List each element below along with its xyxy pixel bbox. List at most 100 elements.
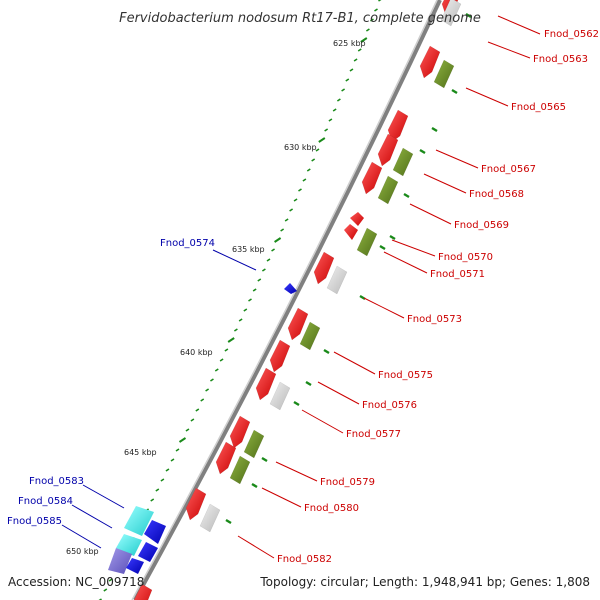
tick-mark [280, 228, 285, 232]
feature-fnod-0573[interactable] [313, 251, 335, 285]
tick-mark [311, 158, 316, 162]
feature-fnod-0569-rrna[interactable] [377, 175, 399, 205]
tick-mark [349, 68, 354, 72]
tick-mark [219, 358, 224, 362]
tick-mark [205, 388, 210, 392]
tick-mark [175, 448, 180, 452]
genome-backbone [133, 0, 442, 600]
tick-mark [178, 437, 187, 443]
gene-label-fnod-0563[interactable]: Fnod_0563 [533, 54, 588, 65]
gene-label-fnod-0568[interactable]: Fnod_0568 [469, 189, 524, 200]
tick-mark [252, 288, 257, 292]
feature-fnod-0585b[interactable] [126, 558, 144, 574]
tick-label-650: 650 kbp [66, 547, 99, 556]
map-title: Fervidobacterium nodosum Rt17-B1, comple… [119, 11, 481, 26]
gene-label-fnod-0570[interactable]: Fnod_0570 [438, 252, 493, 263]
gene-tick [305, 380, 312, 387]
tick-mark [210, 378, 214, 382]
tick-marks [98, 0, 382, 600]
tick-mark [150, 498, 155, 502]
gene-leader-line [487, 41, 531, 59]
tick-mark [257, 278, 262, 282]
gene-label-fnod-0577[interactable]: Fnod_0577 [346, 429, 401, 440]
accession-label: Accession: NC_009718 [8, 575, 145, 589]
gene-tick [323, 348, 330, 355]
tick-mark [190, 418, 195, 422]
feature-fnod-0567b[interactable] [377, 133, 399, 167]
genome-backbone-highlight [131, 0, 438, 600]
feature-fnod-0577[interactable] [255, 367, 277, 401]
gene-label-fnod-0571[interactable]: Fnod_0571 [430, 269, 485, 280]
feature-fnod-0571[interactable] [356, 227, 378, 257]
gene-label-fnod-0567[interactable]: Fnod_0567 [481, 164, 536, 175]
label-leaders [61, 15, 541, 559]
tick-mark [160, 478, 165, 482]
gene-label-fnod-0576[interactable]: Fnod_0576 [362, 400, 417, 411]
feature-fnod-0570b[interactable] [344, 224, 358, 240]
gene-label-fnod-0573[interactable]: Fnod_0573 [407, 314, 462, 325]
tick-mark [341, 88, 346, 92]
gene-leader-line [261, 487, 302, 508]
feature-bottom-partial[interactable] [132, 583, 153, 600]
tick-mark [357, 48, 362, 52]
feature-fnod-0576[interactable] [269, 339, 291, 373]
gene-tick [251, 482, 258, 489]
gene-leader-line [333, 351, 376, 375]
tick-label-645: 645 kbp [124, 448, 157, 457]
feature-fnod-0582[interactable] [185, 487, 207, 521]
tick-mark [370, 18, 374, 22]
tick-mark [195, 408, 200, 412]
gene-label-fnod-0583[interactable]: Fnod_0583 [29, 476, 84, 487]
feature-fnod-0583[interactable] [124, 506, 154, 536]
feature-fnod-0565[interactable] [419, 45, 441, 79]
feature-fnod-0570[interactable] [350, 212, 364, 226]
gene-leader-line [275, 461, 318, 482]
feature-fnod-0565-rrna[interactable] [433, 59, 455, 89]
gene-label-fnod-0574[interactable]: Fnod_0574 [160, 238, 215, 249]
gene-tick [403, 192, 410, 199]
tick-mark [185, 428, 190, 432]
tick-mark [289, 208, 294, 212]
gene-leader-line [465, 87, 509, 107]
tick-label-630: 630 kbp [284, 143, 317, 152]
tick-mark [306, 168, 311, 172]
tick-mark [328, 118, 333, 122]
gene-label-fnod-0575[interactable]: Fnod_0575 [378, 370, 433, 381]
gene-tick [419, 148, 426, 155]
feature-fnod-0583b[interactable] [144, 520, 166, 544]
gene-leader-line [82, 484, 125, 509]
gene-label-fnod-0579[interactable]: Fnod_0579 [320, 477, 375, 488]
gene-label-fnod-0565[interactable]: Fnod_0565 [511, 102, 566, 113]
feature-fnod-0585[interactable] [108, 548, 132, 574]
gene-label-fnod-0585[interactable]: Fnod_0585 [7, 516, 62, 527]
feature-fnod-0575-rrna[interactable] [299, 321, 321, 351]
feature-fnod-0580-rrna[interactable] [229, 455, 251, 485]
gene-tick [261, 456, 268, 463]
gene-leader-line [423, 173, 467, 194]
gene-leader-line [301, 409, 344, 434]
feature-fnod-0573-grey[interactable] [326, 265, 348, 295]
gene-label-fnod-0569[interactable]: Fnod_0569 [454, 220, 509, 231]
feature-fnod-0584b[interactable] [138, 542, 158, 562]
feature-fnod-0574[interactable] [284, 283, 297, 294]
gene-tick [389, 234, 396, 241]
feature-fnod-0569[interactable] [361, 161, 383, 195]
gene-tick [451, 88, 458, 95]
tick-mark [243, 308, 248, 312]
tick-mark [155, 488, 160, 492]
feature-fnod-0577-grey[interactable] [269, 381, 291, 411]
gene-label-fnod-0562[interactable]: Fnod_0562 [544, 29, 599, 40]
feature-fnod-0579-rrna[interactable] [243, 429, 265, 459]
feature-fnod-0575[interactable] [287, 307, 309, 341]
feature-fnod-0580[interactable] [215, 441, 237, 475]
gene-label-fnod-0582[interactable]: Fnod_0582 [277, 554, 332, 565]
gene-label-fnod-0580[interactable]: Fnod_0580 [304, 503, 359, 514]
feature-fnod-0582-grey[interactable] [199, 503, 221, 533]
tick-mark [238, 318, 243, 322]
tick-mark [227, 337, 235, 343]
feature-fnod-0568[interactable] [392, 147, 414, 177]
feature-fnod-0579[interactable] [229, 415, 251, 449]
gene-label-fnod-0584[interactable]: Fnod_0584 [18, 496, 73, 507]
feature-fnod-0562-grey[interactable] [440, 0, 462, 27]
